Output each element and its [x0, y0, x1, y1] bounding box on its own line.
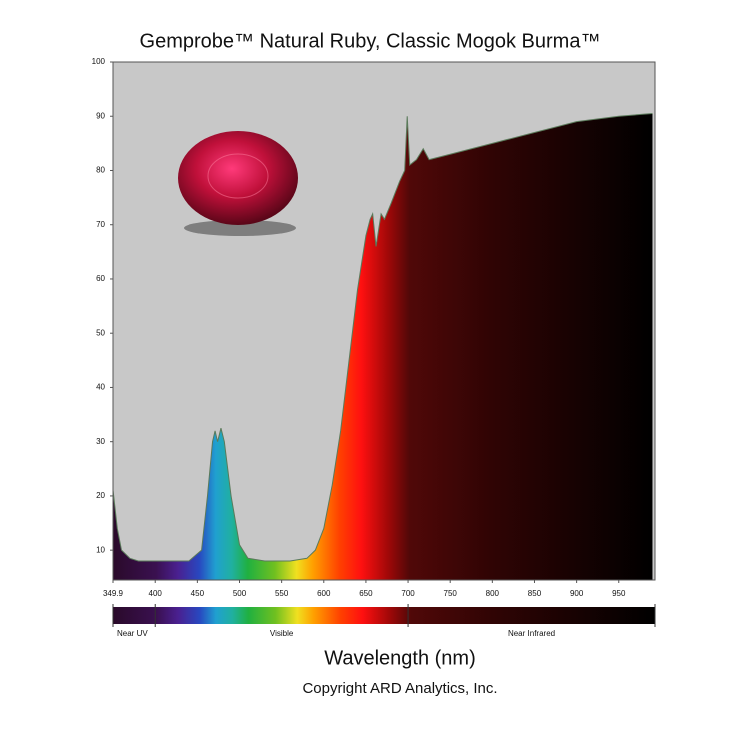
x-axis-label: Wavelength (nm): [324, 647, 476, 669]
band-label: Near Infrared: [508, 629, 555, 638]
band-label: Near UV: [117, 629, 148, 638]
y-tick-label: 80: [96, 166, 105, 175]
y-tick-label: 100: [92, 57, 106, 66]
gem-facet: [207, 153, 269, 199]
plot-frame: [112, 61, 656, 581]
band-label: Visible: [270, 629, 294, 638]
x-tick-label: 950: [612, 589, 626, 598]
x-tick-label: 500: [233, 589, 247, 598]
x-tick-label: 400: [149, 589, 163, 598]
gem-shadow: [184, 220, 296, 236]
spectrum-band: [113, 607, 655, 624]
x-tick-label: 800: [486, 589, 500, 598]
x-tick-label: 600: [317, 589, 331, 598]
y-tick-label: 20: [96, 491, 105, 500]
y-tick-label: 30: [96, 437, 105, 446]
y-tick-label: 60: [96, 274, 105, 283]
x-tick-label: 750: [444, 589, 458, 598]
x-tick-label: 900: [570, 589, 584, 598]
y-tick-label: 50: [96, 328, 105, 337]
x-tick-label: 700: [401, 589, 415, 598]
y-tick-label: 40: [96, 383, 105, 392]
y-tick-label: 70: [96, 220, 105, 229]
ruby-image: [178, 131, 298, 225]
y-tick-label: 10: [96, 545, 105, 554]
x-tick-label: 850: [528, 589, 542, 598]
spectrum-area: [113, 113, 653, 580]
copyright: Copyright ARD Analytics, Inc.: [302, 680, 497, 697]
spectrum-line: [112, 113, 653, 562]
y-tick-label: 90: [96, 111, 105, 120]
x-tick-label: 550: [275, 589, 289, 598]
x-tick-label: 450: [191, 589, 205, 598]
x-tick-label: 650: [359, 589, 373, 598]
x-tick-label: 349.9: [103, 589, 124, 598]
chart-title: Gemprobe™ Natural Ruby, Classic Mogok Bu…: [140, 30, 601, 52]
